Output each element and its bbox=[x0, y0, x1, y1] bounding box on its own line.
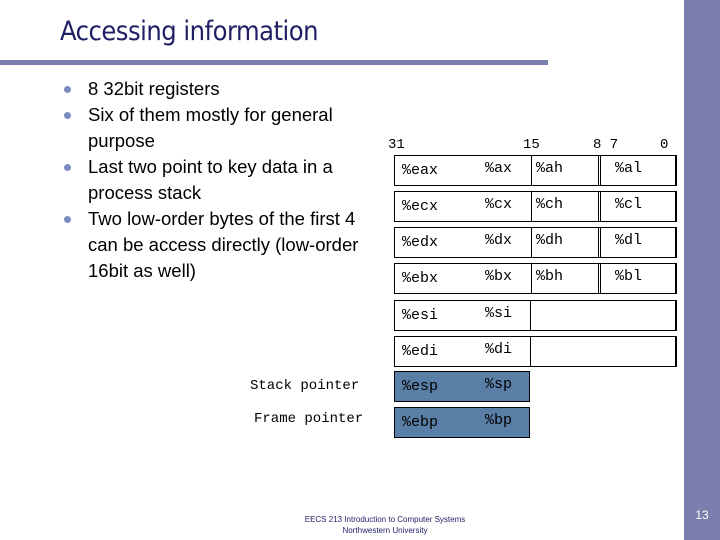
bullet-dot-icon bbox=[64, 86, 71, 93]
register-16bit: %bp bbox=[485, 412, 513, 429]
bullet-list: 8 32bit registers Six of them mostly for… bbox=[62, 76, 382, 284]
register-name: %ebx bbox=[402, 270, 439, 287]
register-16bit: %cx bbox=[485, 196, 513, 213]
register-16bit: %dx bbox=[485, 232, 513, 249]
register-high-byte: %bh bbox=[531, 263, 599, 294]
bit-label-8-7: 8 7 bbox=[593, 137, 619, 153]
register-16bit: %bx bbox=[485, 268, 513, 285]
bullet-dot-icon bbox=[64, 216, 71, 223]
register-edi: %edi %di bbox=[394, 336, 677, 367]
bullet-item: Last two point to key data in a process … bbox=[62, 154, 382, 206]
bit-label-15: 15 bbox=[523, 137, 540, 153]
register-esp: %esp %sp bbox=[394, 371, 530, 402]
register-ebp: %ebp %bp bbox=[394, 407, 530, 438]
register-eax: %eax %ax %ah %al bbox=[394, 155, 677, 186]
register-16bit: %sp bbox=[485, 376, 513, 393]
bullet-item: 8 32bit registers bbox=[62, 76, 382, 102]
frame-pointer-label: Frame pointer bbox=[254, 411, 364, 427]
register-name: %esp bbox=[402, 378, 439, 395]
register-empty-low-half bbox=[530, 336, 676, 367]
register-low-byte: %al bbox=[600, 155, 676, 186]
register-16bit: %di bbox=[485, 341, 513, 358]
register-ebx: %ebx %bx %bh %bl bbox=[394, 263, 677, 294]
register-16bit: %ax bbox=[485, 160, 513, 177]
register-name: %edi bbox=[402, 343, 439, 360]
right-sidebar-band bbox=[684, 0, 720, 540]
bullet-dot-icon bbox=[64, 164, 71, 171]
register-high-byte: %dh bbox=[531, 227, 599, 258]
footer-course: EECS 213 Introduction to Computer System… bbox=[304, 515, 466, 524]
register-low-byte: %dl bbox=[600, 227, 676, 258]
register-name: %ebp bbox=[402, 414, 439, 431]
register-ecx: %ecx %cx %ch %cl bbox=[394, 191, 677, 222]
stack-pointer-label: Stack pointer bbox=[250, 378, 360, 394]
footer: EECS 213 Introduction to Computer System… bbox=[260, 514, 510, 536]
register-name: %esi bbox=[402, 307, 439, 324]
register-esi: %esi %si bbox=[394, 300, 677, 331]
register-high-byte: %ah bbox=[531, 155, 599, 186]
bullet-dot-icon bbox=[64, 112, 71, 119]
footer-university: Northwestern University bbox=[342, 526, 428, 535]
register-16bit: %si bbox=[485, 305, 513, 322]
register-high-byte: %ch bbox=[531, 191, 599, 222]
register-name: %eax bbox=[402, 162, 439, 179]
bullet-item: Six of them mostly for general purpose bbox=[62, 102, 382, 154]
title-underline bbox=[0, 60, 548, 65]
register-edx: %edx %dx %dh %dl bbox=[394, 227, 677, 258]
register-empty-low-half bbox=[530, 300, 676, 331]
register-name: %edx bbox=[402, 234, 439, 251]
bullet-item: Two low-order bytes of the first 4 can b… bbox=[62, 206, 382, 284]
page-number: 13 bbox=[695, 508, 709, 522]
bit-label-31: 31 bbox=[388, 137, 405, 153]
register-low-byte: %cl bbox=[600, 191, 676, 222]
register-name: %ecx bbox=[402, 198, 439, 215]
bit-label-0: 0 bbox=[660, 137, 669, 153]
slide-title: Accessing information bbox=[60, 16, 319, 47]
register-low-byte: %bl bbox=[600, 263, 676, 294]
